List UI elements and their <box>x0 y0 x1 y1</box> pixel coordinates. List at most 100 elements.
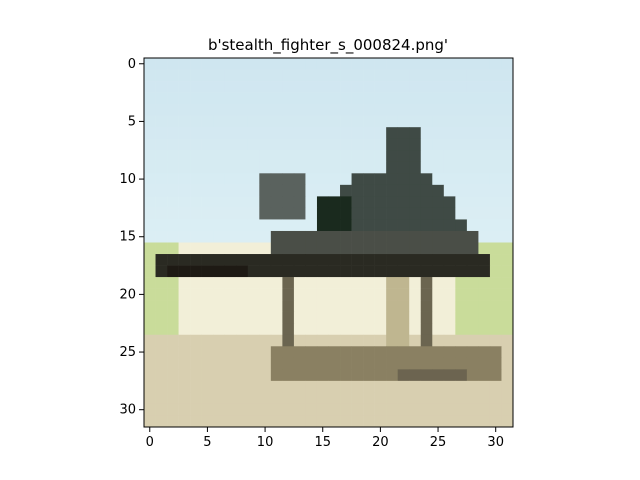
image-pixel <box>328 207 341 220</box>
image-pixel <box>328 173 341 186</box>
image-pixel <box>420 173 433 186</box>
image-pixel <box>432 138 445 151</box>
image-pixel <box>293 81 306 93</box>
image-pixel <box>351 415 364 428</box>
image-pixel <box>236 415 249 428</box>
image-pixel <box>466 392 479 405</box>
image-pixel <box>478 323 491 336</box>
image-pixel <box>259 138 272 151</box>
image-pixel <box>224 161 237 174</box>
image-pixel <box>270 311 283 324</box>
image-pixel <box>501 323 514 336</box>
image-pixel <box>270 369 283 382</box>
image-pixel <box>363 161 375 174</box>
image-pixel <box>420 127 433 140</box>
image-pixel <box>236 104 249 116</box>
image-pixel <box>259 288 272 301</box>
image-pixel <box>397 369 410 382</box>
image-pixel <box>282 357 295 370</box>
image-pixel <box>316 369 329 382</box>
image-pixel <box>328 138 341 151</box>
image-pixel <box>420 161 433 174</box>
image-pixel <box>190 323 202 336</box>
image-pixel <box>420 357 433 370</box>
image-pixel <box>397 277 410 289</box>
image-pixel <box>282 138 295 151</box>
image-pixel <box>178 184 191 197</box>
image-pixel <box>340 392 352 405</box>
image-pixel <box>178 196 191 209</box>
image-pixel <box>167 392 179 405</box>
image-pixel <box>489 81 502 93</box>
image-pixel <box>293 104 306 116</box>
image-pixel <box>455 81 468 93</box>
image-pixel <box>501 173 514 186</box>
image-pixel <box>478 254 491 266</box>
image-pixel <box>409 403 422 416</box>
image-pixel <box>144 219 156 232</box>
image-pixel <box>236 300 249 312</box>
image-pixel <box>316 92 329 105</box>
image-pixel <box>178 150 191 163</box>
image-pixel <box>201 277 214 289</box>
image-pixel <box>282 184 295 197</box>
image-pixel <box>340 173 352 186</box>
image-pixel <box>420 415 433 428</box>
image-pixel <box>213 265 226 278</box>
x-tick-label: 5 <box>203 435 211 450</box>
image-pixel <box>224 150 237 163</box>
image-pixel <box>305 138 318 151</box>
image-pixel <box>340 196 352 209</box>
image-pixel <box>340 357 352 370</box>
image-pixel <box>374 277 387 289</box>
image-pixel <box>144 150 156 163</box>
image-pixel <box>340 346 352 359</box>
image-pixel <box>213 58 226 70</box>
image-pixel <box>178 311 191 324</box>
image-pixel <box>386 380 398 393</box>
image-pixel <box>259 346 272 359</box>
image-pixel <box>247 242 260 255</box>
image-pixel <box>224 230 237 243</box>
image-pixel <box>455 150 468 163</box>
image-pixel <box>282 415 295 428</box>
image-pixel <box>282 127 295 140</box>
image-pixel <box>432 242 445 255</box>
image-pixel <box>155 138 168 151</box>
image-pixel <box>167 230 179 243</box>
image-pixel <box>489 357 502 370</box>
image-pixel <box>178 230 191 243</box>
image-pixel <box>432 81 445 93</box>
image-pixel <box>178 161 191 174</box>
image-pixel <box>270 138 283 151</box>
image-pixel <box>236 242 249 255</box>
image-pixel <box>270 184 283 197</box>
image-pixel <box>455 58 468 70</box>
image-pixel <box>190 277 202 289</box>
image-pixel <box>386 346 398 359</box>
image-pixel <box>409 58 422 70</box>
image-pixel <box>178 334 191 347</box>
image-pixel <box>178 127 191 140</box>
image-pixel <box>144 161 156 174</box>
image-pixel <box>466 277 479 289</box>
image-pixel <box>455 277 468 289</box>
image-pixel <box>316 58 329 70</box>
image-pixel <box>224 138 237 151</box>
image-pixel <box>340 323 352 336</box>
image-pixel <box>363 58 375 70</box>
image-pixel <box>282 254 295 266</box>
image-pixel <box>270 115 283 128</box>
image-pixel <box>409 311 422 324</box>
image-pixel <box>167 277 179 289</box>
image-pixel <box>363 254 375 266</box>
image-pixel <box>386 161 398 174</box>
image-pixel <box>501 311 514 324</box>
image-pixel <box>282 323 295 336</box>
image-pixel <box>190 161 202 174</box>
image-pixel <box>489 138 502 151</box>
image-pixel <box>432 69 445 82</box>
image-pixel <box>351 265 364 278</box>
image-pixel <box>466 288 479 301</box>
image-pixel <box>282 242 295 255</box>
